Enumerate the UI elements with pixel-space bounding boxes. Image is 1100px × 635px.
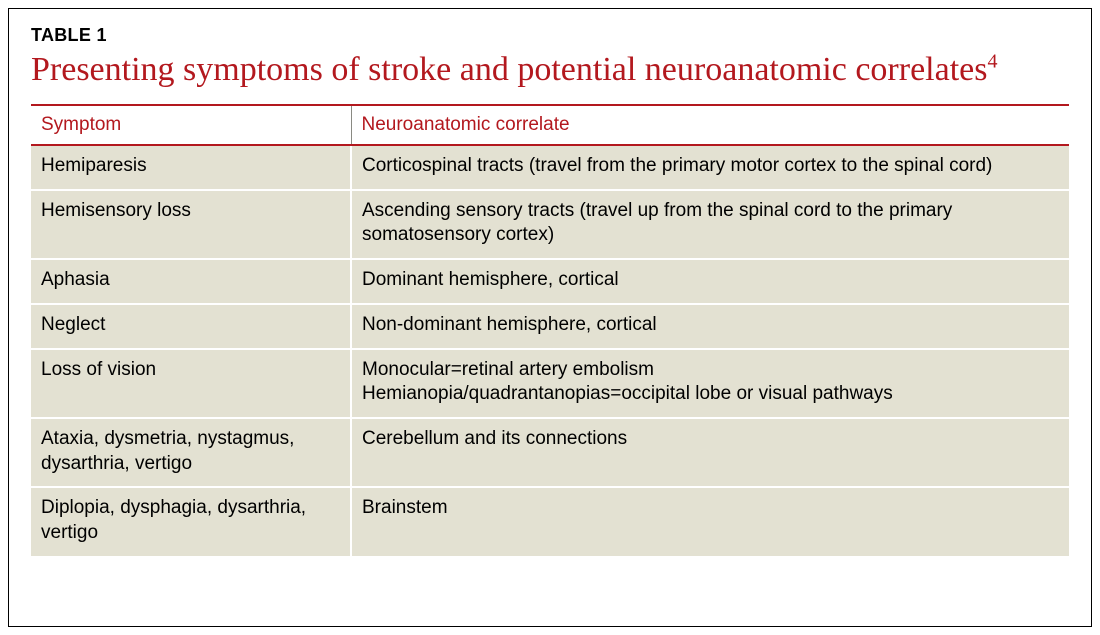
- symptom-cell: Loss of vision: [31, 349, 351, 418]
- correlate-cell: Monocular=retinal artery embolism Hemian…: [351, 349, 1069, 418]
- table-row: Aphasia Dominant hemisphere, cortical: [31, 259, 1069, 304]
- col-header-correlate: Neuroanatomic correlate: [351, 105, 1069, 145]
- title-text: Presenting symptoms of stroke and potent…: [31, 51, 987, 88]
- table-row: Ataxia, dysmetria, nystagmus, dysarthria…: [31, 418, 1069, 487]
- table-number-label: TABLE 1: [31, 25, 1069, 46]
- symptom-cell: Neglect: [31, 304, 351, 349]
- table-row: Hemisensory loss Ascending sensory tract…: [31, 190, 1069, 259]
- correlate-cell: Cerebellum and its connections: [351, 418, 1069, 487]
- col-header-symptom: Symptom: [31, 105, 351, 145]
- symptom-cell: Hemisensory loss: [31, 190, 351, 259]
- table-title: Presenting symptoms of stroke and potent…: [31, 50, 1069, 90]
- symptom-cell: Hemiparesis: [31, 145, 351, 190]
- symptom-cell: Diplopia, dysphagia, dysarthria, vertigo: [31, 487, 351, 555]
- correlate-cell: Brainstem: [351, 487, 1069, 555]
- correlate-line: Hemianopia/quadrantanopias=occipital lob…: [362, 382, 1059, 407]
- symptom-table: Symptom Neuroanatomic correlate Hemipare…: [31, 104, 1069, 556]
- correlate-line: Monocular=retinal artery embolism: [362, 358, 1059, 383]
- table-row: Hemiparesis Corticospinal tracts (travel…: [31, 145, 1069, 190]
- table-row: Loss of vision Monocular=retinal artery …: [31, 349, 1069, 418]
- table-header-row: Symptom Neuroanatomic correlate: [31, 105, 1069, 145]
- correlate-cell: Ascending sensory tracts (travel up from…: [351, 190, 1069, 259]
- correlate-cell: Non-dominant hemisphere, cortical: [351, 304, 1069, 349]
- symptom-cell: Ataxia, dysmetria, nystagmus, dysarthria…: [31, 418, 351, 487]
- table-row: Diplopia, dysphagia, dysarthria, vertigo…: [31, 487, 1069, 555]
- table-card: TABLE 1 Presenting symptoms of stroke an…: [8, 8, 1092, 627]
- correlate-cell: Corticospinal tracts (travel from the pr…: [351, 145, 1069, 190]
- title-citation: 4: [987, 51, 997, 73]
- symptom-cell: Aphasia: [31, 259, 351, 304]
- table-row: Neglect Non-dominant hemisphere, cortica…: [31, 304, 1069, 349]
- correlate-cell: Dominant hemisphere, cortical: [351, 259, 1069, 304]
